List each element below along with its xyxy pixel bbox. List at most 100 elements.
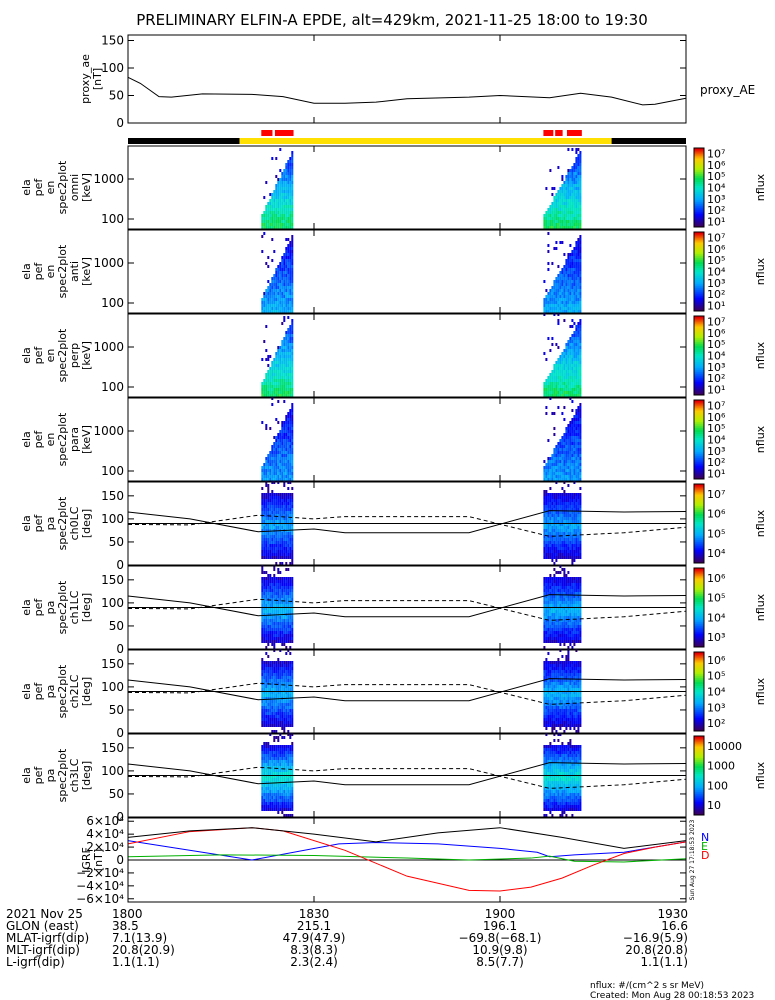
spec2plot_ch1LC-pixel [565, 574, 568, 577]
spec2plot_ch0LC-pixel [289, 544, 292, 547]
spec2plot_ch0LC-colorbar-swatch [694, 484, 704, 487]
spec2plot_en_para-pixel [579, 403, 582, 406]
spec2plot_en_anti-pixel [275, 298, 278, 301]
spec2plot_en_omni-pixel [281, 178, 284, 181]
spec2plot_ch1LC-pixel [271, 583, 274, 586]
spec2plot_en_anti-pixel [579, 259, 582, 262]
spec2plot_en_omni-pixel [577, 223, 580, 226]
spec2plot_ch2LC-pixel [559, 667, 562, 670]
spec2plot_en_para-pixel [545, 469, 548, 472]
spec2plot_ch1LC-pixel [275, 619, 278, 622]
spec2plot_ch2LC-pixel [267, 703, 270, 706]
spec2plot_ch1LC-pixel [283, 640, 286, 643]
spec2plot_ch0LC-pixel [269, 553, 272, 556]
spec2plot_en_omni-pixel [275, 187, 278, 190]
spec2plot_ch2LC-pixel [289, 670, 292, 673]
spec2plot_ch2LC-pixel [551, 676, 554, 679]
spec2plot_ch1LC-pixel [285, 601, 288, 604]
spec2plot_ch1LC-pixel [267, 643, 270, 646]
spec2plot_en_perp-pixel [579, 373, 582, 376]
spec2plot_ch1LC-pixel [269, 580, 272, 583]
spec2plot_ch0LC-pixel [271, 505, 274, 508]
spec2plot_en_anti-pixel [579, 283, 582, 286]
spec2plot_ch1LC-pixel [577, 625, 580, 628]
spec2plot_en_perp-colorbar-frame [693, 315, 705, 396]
spec2plot_ch0LC-pixel [291, 535, 294, 538]
spec2plot_ch2LC-pixel [279, 661, 282, 664]
spec2plot_ch0LC-pixel [547, 550, 550, 553]
spec2plot_en_anti-pixel [273, 274, 276, 277]
spec2plot_ch0LC-pixel [555, 496, 558, 499]
spec2plot_ch1LC-pixel [263, 586, 266, 589]
spec2plot_en_omni-pixel [547, 214, 550, 217]
spec2plot_ch1LC-pixel [553, 589, 556, 592]
spec2plot_en_perp-pixel [579, 343, 582, 346]
spec2plot_en_para-pixel [579, 430, 582, 433]
spec2plot_ch1LC-pixel [549, 625, 552, 628]
spec2plot_ch1LC-pixel [543, 613, 546, 616]
spec2plot_en_omni-colorbar-swatch [694, 189, 704, 192]
spec2plot_en_anti-pixel [561, 283, 564, 286]
spec2plot_en_perp-pixel [573, 346, 576, 349]
spec2plot_ch2LC-pixel [285, 679, 288, 682]
spec2plot_en_anti-pixel [553, 280, 556, 283]
spec2plot_en_anti-pixel [569, 292, 572, 295]
spec2plot_ch0LC-pixel [273, 544, 276, 547]
spec2plot_ch1LC-pixel [565, 607, 568, 610]
spec2plot_en_omni-pixel [557, 214, 560, 217]
spec2plot_en_para-pixel [577, 478, 580, 481]
spec2plot_ch0LC-pixel [277, 541, 280, 544]
spec2plot_en_perp-pixel [579, 334, 582, 337]
spec2plot_en_omni-pixel [579, 217, 582, 220]
spec2plot_ch2LC-pixel [553, 709, 556, 712]
spec2plot_en_anti-pixel [265, 292, 268, 295]
spec2plot_en_omni-pixel [551, 226, 554, 229]
spec2plot_en_omni-pixel [291, 205, 294, 208]
spec2plot_en_omni-pixel [277, 214, 280, 217]
spec2plot_ch1LC-pixel [571, 619, 574, 622]
spec2plot_en_anti-pixel [567, 253, 570, 256]
spec2plot_ch1LC-pixel [273, 637, 276, 640]
spec2plot_en_anti-pixel [555, 283, 558, 286]
spec2plot_ch0LC-pixel [291, 544, 294, 547]
spec2plot_en_para-colorbar-swatch [694, 431, 704, 435]
spec2plot_en_omni-pixel [289, 169, 292, 172]
spec2plot_en_omni-pixel [579, 178, 582, 181]
spec2plot_en_para-pixel [563, 418, 566, 421]
spec2plot_ch0LC-pixel [287, 544, 290, 547]
spec2plot_ch2LC-pixel [283, 688, 286, 691]
spec2plot_ch0LC-pixel [269, 526, 272, 529]
spec2plot_ch1LC-pixel [285, 598, 288, 601]
spec2plot_en_perp-pixel [555, 361, 558, 364]
spec2plot_en_para-pixel [573, 424, 576, 427]
spec2plot_en_anti-colorbar-swatch [694, 257, 704, 261]
spec2plot_en_perp-pixel [279, 379, 282, 382]
spec2plot_en_anti-pixel [281, 295, 284, 298]
spec2plot_en_omni-pixel [579, 151, 582, 154]
spec2plot_ch1LC-pixel [571, 586, 574, 589]
spec2plot_en_omni-pixel [281, 217, 284, 220]
spec2plot_en_para-pixel [277, 469, 280, 472]
spec2plot_ch1LC-pixel [279, 583, 282, 586]
spec2plot_ch1LC-pixel [289, 610, 292, 613]
spec2plot_ch0LC-pixel [267, 493, 270, 496]
spec2plot_en_omni-pixel [569, 172, 572, 175]
spec2plot_en_anti-pixel [279, 280, 282, 283]
spec2plot_en_anti-pixel [263, 301, 266, 304]
spec2plot_ch2LC-pixel [291, 676, 294, 679]
spec2plot_en_omni-pixel [277, 184, 280, 187]
spec2plot_en_para-pixel [577, 466, 580, 469]
spec2plot_en_perp-pixel [291, 322, 294, 325]
spec2plot_en_omni-pixel [577, 184, 580, 187]
spec2plot_en_omni-pixel [289, 190, 292, 193]
spec2plot_ch2LC-pixel [563, 682, 566, 685]
spec2plot_en_perp-pixel [551, 370, 554, 373]
spec2plot_en_anti-pixel [577, 280, 580, 283]
spec2plot_en_perp-pixel [279, 376, 282, 379]
spec2plot_en_anti-pixel [565, 295, 568, 298]
spec2plot_en_omni-pixel [547, 211, 550, 214]
spec2plot_ch1LC-pixel [567, 583, 570, 586]
spec2plot_ch0LC-pixel [263, 556, 266, 559]
spec2plot_en_omni-pixel [281, 184, 284, 187]
